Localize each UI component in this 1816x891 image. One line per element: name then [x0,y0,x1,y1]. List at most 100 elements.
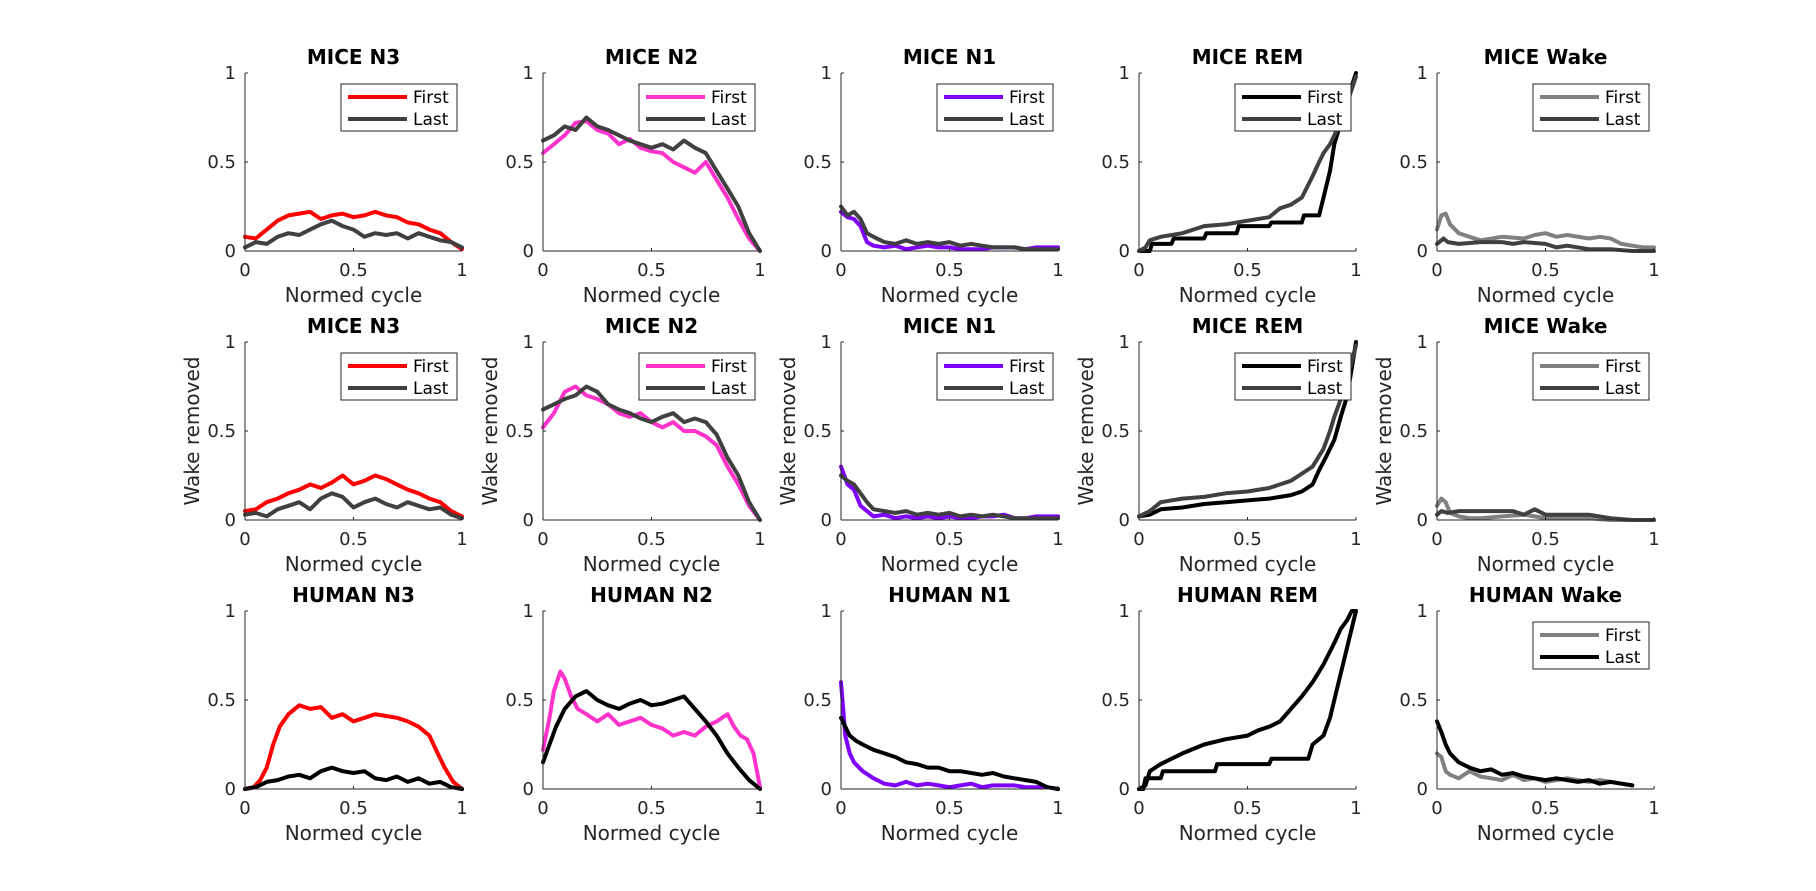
x-tick-label: 1 [1350,529,1361,550]
y-tick-label: 1 [225,601,236,622]
x-tick-label: 0 [537,798,548,819]
subplot-2-1: MICE N3 0 0.5 1 0 0.5 1 Normed cycle Wake remove… [180,314,468,576]
series-line-first [1137,340,1358,519]
subplot-title: MICE REM [1192,45,1304,69]
plot-area [1435,496,1656,522]
x-tick-label: 0 [239,260,250,281]
legend-box [1234,352,1352,401]
legend-label-last: Last [1009,379,1045,399]
plot-area [1435,719,1635,788]
y-tick-label: 0 [523,510,534,531]
legend-box [638,83,756,132]
x-axis-label: Normed cycle [285,552,423,576]
series-line-first [1137,609,1358,791]
x-tick-label: 1 [456,260,467,281]
legend-label-first: First [1009,88,1045,108]
subplot-2-2: MICE N2 0 0.5 1 0 0.5 1 Normed cycle Wake remove… [478,314,766,576]
y-tick-label: 0.5 [1101,690,1130,711]
y-tick-label: 0 [1119,779,1130,800]
x-tick-label: 0 [1431,529,1442,550]
legend-label-last: Last [1009,110,1045,130]
series-line-last [1137,343,1358,519]
legend-box [340,83,458,132]
x-tick-label: 0.5 [1531,260,1560,281]
x-tick-label: 0.5 [935,529,964,550]
subplot-title: MICE Wake [1484,314,1608,338]
x-axis-label: Normed cycle [881,283,1019,307]
x-axis-label: Normed cycle [1477,821,1615,845]
subplot-3-1: HUMAN N3 0 0.5 1 0 0.5 1 Normed cycle [207,583,467,845]
subplot-title: MICE Wake [1484,45,1608,69]
x-axis-label: Normed cycle [881,552,1019,576]
y-axis-label: Wake removed [1074,357,1098,506]
legend-label-last: Last [413,379,449,399]
x-tick-label: 0.5 [1233,260,1262,281]
legend-label-first: First [711,88,747,108]
y-tick-label: 0.5 [1399,152,1428,173]
x-tick-label: 0 [1133,260,1144,281]
y-tick-label: 0 [225,779,236,800]
x-tick-label: 1 [1648,529,1659,550]
y-tick-label: 0.5 [505,690,534,711]
y-axis-label: Wake removed [1372,357,1396,506]
series-line-first [1435,496,1656,522]
x-tick-label: 0 [1431,260,1442,281]
subplot-2-5: MICE Wake 0 0.5 1 0 0.5 1 Normed cycle Wake remo… [1372,314,1660,576]
subplot-3-3: HUMAN N1 0 0.5 1 0 0.5 1 Normed cycle [803,583,1063,845]
x-tick-label: 1 [1052,529,1063,550]
plot-area [839,680,1060,791]
x-tick-label: 1 [1648,798,1659,819]
series-line-first [541,669,762,790]
x-tick-label: 1 [754,798,765,819]
x-axis-label: Normed cycle [1179,821,1317,845]
x-tick-label: 0.5 [637,529,666,550]
legend-label-first: First [1605,626,1641,646]
series-line-last [1435,719,1635,788]
series-line-last [839,715,1060,791]
series-line-first [541,119,762,253]
y-tick-label: 0 [523,779,534,800]
y-tick-label: 0 [1119,241,1130,262]
x-tick-label: 0 [1133,529,1144,550]
legend-label-last: Last [1605,648,1641,668]
y-tick-label: 0.5 [207,421,236,442]
x-tick-label: 0 [835,260,846,281]
subplot-title: MICE N2 [605,45,698,69]
series-line-last [839,473,1060,521]
series-line-last [243,491,464,521]
x-tick-label: 1 [754,260,765,281]
plot-area [1137,71,1358,253]
subplot-title: HUMAN Wake [1469,583,1622,607]
legend-label-first: First [1307,357,1343,377]
y-tick-label: 0.5 [207,152,236,173]
subplot-title: MICE N3 [307,314,400,338]
y-tick-label: 1 [821,63,832,84]
y-tick-label: 0.5 [207,690,236,711]
x-tick-label: 1 [1350,260,1361,281]
y-tick-label: 0.5 [803,152,832,173]
legend-label-last: Last [711,110,747,130]
subplot-2-3: MICE N1 0 0.5 1 0 0.5 1 Normed cycle Wake remove… [776,314,1064,576]
y-tick-label: 1 [523,601,534,622]
legend-label-last: Last [1307,379,1343,399]
series-line-first [243,473,464,519]
x-tick-label: 0.5 [637,260,666,281]
legend-box [1532,352,1650,401]
y-tick-label: 0 [1119,510,1130,531]
y-tick-label: 0.5 [1101,421,1130,442]
x-tick-label: 0.5 [1531,529,1560,550]
legend-label-first: First [413,357,449,377]
plot-area [243,209,464,252]
x-tick-label: 1 [1052,260,1063,281]
subplot-title: HUMAN N3 [292,583,415,607]
y-tick-label: 1 [1417,63,1428,84]
y-axis-label: Wake removed [180,357,204,506]
x-axis-label: Normed cycle [881,821,1019,845]
legend-box [936,83,1054,132]
